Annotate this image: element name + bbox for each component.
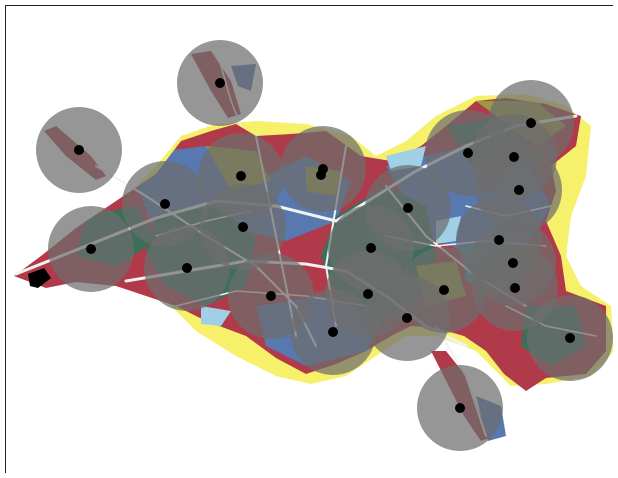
station-point (316, 170, 326, 180)
map-frame (5, 5, 613, 473)
station-point (366, 243, 376, 253)
station-point (402, 313, 412, 323)
station-point (328, 327, 338, 337)
station-point (455, 403, 465, 413)
station-point (510, 283, 520, 293)
station-point (215, 78, 225, 88)
water-patch (386, 146, 426, 171)
station-point (494, 235, 504, 245)
station-point (74, 145, 84, 155)
station-point (439, 285, 449, 295)
station-point (238, 222, 248, 232)
station-point (266, 291, 276, 301)
station-point (236, 171, 246, 181)
station-point (160, 199, 170, 209)
water-patch (201, 306, 231, 326)
station-point (403, 203, 413, 213)
transit-stations (74, 78, 575, 413)
map-canvas (14, 40, 613, 451)
west-tip (28, 268, 51, 288)
station-point (363, 289, 373, 299)
station-point (86, 244, 96, 254)
station-point (182, 263, 192, 273)
station-point (509, 152, 519, 162)
station-point (463, 148, 473, 158)
station-point (565, 333, 575, 343)
station-point (508, 258, 518, 268)
station-point (514, 185, 524, 195)
station-point (526, 118, 536, 128)
